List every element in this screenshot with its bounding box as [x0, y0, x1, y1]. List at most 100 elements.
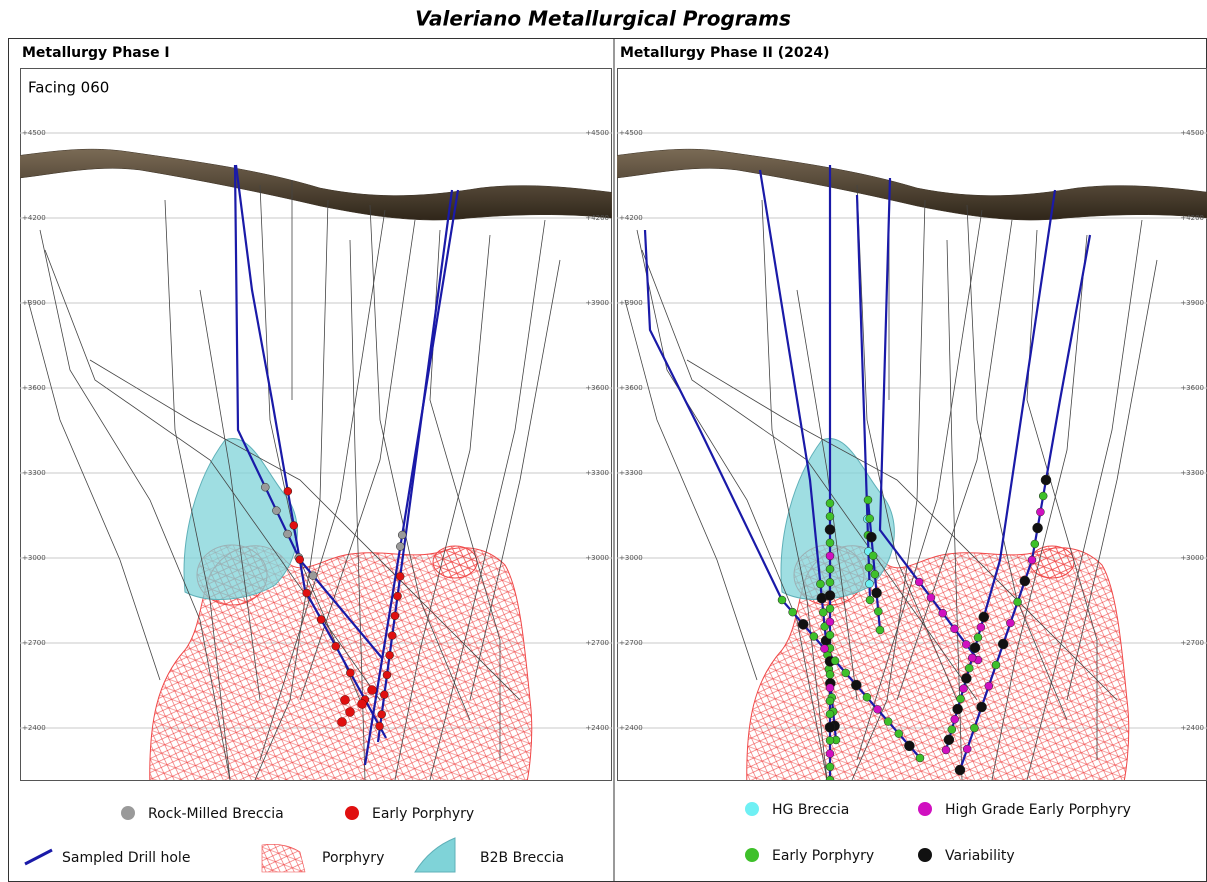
- sample: [1036, 508, 1044, 516]
- sample: [346, 708, 355, 717]
- elevation-label: +2400: [22, 724, 46, 732]
- elevation-label: +3000: [1180, 554, 1204, 562]
- sample: [338, 718, 347, 727]
- elevation-label: +3300: [619, 469, 643, 477]
- sample: [826, 631, 834, 639]
- sample: [977, 623, 985, 631]
- sample: [876, 626, 884, 634]
- sample: [826, 684, 834, 692]
- elevation-label: +4500: [1180, 129, 1204, 137]
- elevation-label: +2700: [22, 639, 46, 647]
- elevation-label: +2700: [1180, 639, 1204, 647]
- sample: [970, 724, 978, 732]
- sample: [915, 578, 923, 586]
- sample: [866, 532, 876, 542]
- sample: [346, 669, 354, 677]
- figure: Valeriano Metallurgical Programs Metallu…: [0, 0, 1207, 882]
- sample: [951, 715, 959, 723]
- sample: [1006, 619, 1014, 627]
- sample: [826, 671, 834, 679]
- sample: [884, 718, 892, 726]
- sample: [959, 685, 967, 693]
- legend-symbol: [345, 806, 359, 820]
- sample: [376, 722, 384, 730]
- elevation-label: +4500: [585, 129, 609, 137]
- sample: [965, 664, 973, 672]
- sample: [825, 722, 835, 732]
- sample: [963, 745, 971, 753]
- sample: [957, 695, 965, 703]
- sample: [904, 741, 914, 751]
- panel-title: Metallurgy Phase I: [22, 45, 170, 61]
- sample: [977, 702, 987, 712]
- sample: [810, 632, 818, 640]
- sample: [953, 704, 963, 714]
- sample: [939, 609, 947, 617]
- elevation-label: +3600: [585, 384, 609, 392]
- sample: [1020, 576, 1030, 586]
- sample: [985, 682, 993, 690]
- sample: [998, 639, 1008, 649]
- sample: [826, 697, 834, 705]
- elevation-label: +4200: [22, 214, 46, 222]
- sample: [974, 633, 982, 641]
- sample: [962, 640, 970, 648]
- sample: [290, 521, 298, 529]
- sample: [826, 710, 834, 718]
- sample: [871, 570, 879, 578]
- sample: [1028, 556, 1036, 564]
- sample: [942, 746, 950, 754]
- elevation-label: +3000: [619, 554, 643, 562]
- legend-symbol: [25, 850, 52, 864]
- elevation-label: +4500: [619, 129, 643, 137]
- elevation-label: +4200: [619, 214, 643, 222]
- sample: [296, 556, 304, 564]
- sample: [383, 671, 391, 679]
- sample: [968, 654, 976, 662]
- sample: [826, 750, 834, 758]
- legend-label: Sampled Drill hole: [62, 850, 190, 866]
- sample: [927, 594, 935, 602]
- legend-symbol: [121, 806, 135, 820]
- sample: [798, 619, 808, 629]
- sample: [826, 539, 834, 547]
- legend-symbol: [745, 848, 759, 862]
- sample: [272, 507, 280, 515]
- elevation-label: +3000: [22, 554, 46, 562]
- sample: [955, 765, 965, 775]
- elevation-label: +3900: [619, 299, 643, 307]
- legend-label: High Grade Early Porphyry: [945, 802, 1131, 818]
- sample: [866, 596, 874, 604]
- sample: [398, 531, 406, 539]
- elevation-label: +3900: [1180, 299, 1204, 307]
- elevation-label: +2400: [585, 724, 609, 732]
- sample: [358, 700, 367, 709]
- legend-symbol: [918, 802, 932, 816]
- sample: [872, 588, 882, 598]
- elevation-label: +3300: [22, 469, 46, 477]
- sample: [341, 696, 350, 705]
- legend-symbol: [918, 848, 932, 862]
- elevation-label: +3900: [585, 299, 609, 307]
- elevation-label: +3600: [22, 384, 46, 392]
- legend-symbol: [745, 802, 759, 816]
- sample: [851, 680, 861, 690]
- elevation-label: +2400: [1180, 724, 1204, 732]
- elevation-label: +3600: [1180, 384, 1204, 392]
- elevation-label: +2700: [585, 639, 609, 647]
- sample: [826, 565, 834, 573]
- sample: [368, 686, 377, 695]
- legend-symbol: [262, 844, 305, 872]
- elevation-label: +3300: [585, 469, 609, 477]
- sample: [826, 499, 834, 507]
- sample: [789, 608, 797, 616]
- sample: [391, 612, 399, 620]
- sample: [826, 763, 834, 771]
- sample: [944, 735, 954, 745]
- sample: [874, 705, 882, 713]
- sample: [261, 483, 269, 491]
- sample: [396, 572, 404, 580]
- sample: [826, 736, 834, 744]
- elevation-label: +3300: [1180, 469, 1204, 477]
- legend-label: Early Porphyry: [372, 806, 474, 822]
